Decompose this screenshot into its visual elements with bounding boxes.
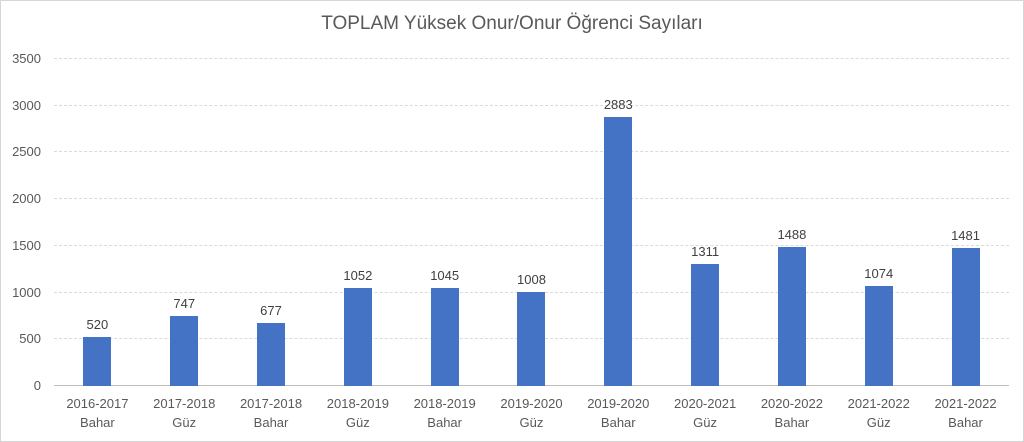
- x-axis-category-label: 2018-2019 Bahar: [413, 396, 476, 430]
- bar-value-label: 1488: [777, 226, 807, 242]
- gridline: [54, 58, 1009, 59]
- bar-slot: 1074: [835, 59, 922, 386]
- bar-value-label: 677: [260, 302, 282, 318]
- bar-slot: 1008: [488, 59, 575, 386]
- bar-slot: 677: [228, 59, 315, 386]
- bars-row: 520 747 677 1052 1045 1008 2883 1311 1488 1074 148…: [54, 59, 1009, 386]
- x-axis-category-label: 2016-2017 Bahar: [66, 396, 129, 430]
- bar: [517, 291, 546, 386]
- x-axis-category-label: 2019-2020 Bahar: [587, 396, 650, 430]
- bar-slot: 1311: [662, 59, 749, 386]
- y-axis-tick-label: 3000: [12, 97, 41, 113]
- bar: [430, 288, 459, 386]
- bar-slot: 1481: [922, 59, 1009, 386]
- bar-value-label: 1052: [343, 267, 373, 283]
- bar: [257, 322, 286, 386]
- bar: [604, 116, 633, 386]
- gridline: [54, 198, 1009, 200]
- y-axis: 0 500 1000 1500 2000 2500 3000 3500: [1, 51, 41, 393]
- bar: [777, 246, 806, 386]
- bar-value-label: 1045: [430, 268, 460, 284]
- x-axis-category-label: 2018-2019 Güz: [326, 396, 389, 430]
- x-axis-category-label: 2019-2020 Güz: [500, 396, 563, 430]
- bar: [83, 337, 112, 386]
- x-axis-category-label: 2017-2018 Bahar: [239, 396, 303, 430]
- bar: [170, 316, 199, 386]
- bar: [951, 247, 980, 386]
- bar: [343, 287, 372, 386]
- bar-value-label: 2883: [603, 96, 633, 112]
- bar-value-label: 1311: [691, 243, 720, 259]
- gridline: [54, 151, 1009, 153]
- y-axis-tick-label: 500: [19, 331, 41, 347]
- x-axis-category-label: 2017-2018 Güz: [153, 396, 216, 430]
- bar-value-label: 1074: [864, 265, 894, 281]
- chart-title: TOPLAM Yüksek Onur/Onur Öğrenci Sayıları: [321, 13, 703, 34]
- y-axis-tick-label: 2000: [12, 191, 41, 207]
- gridline: [54, 104, 1009, 106]
- bar-value-label: 747: [173, 296, 196, 312]
- x-axis-category-label: 2020-2022 Bahar: [760, 396, 823, 430]
- x-axis-category-label: 2021-2022 Güz: [847, 396, 910, 430]
- plot-area: 520 747 677 1052 1045 1008 2883 1311 1488 1074 148…: [54, 58, 1009, 386]
- bar-value-label: 1481: [951, 227, 980, 243]
- bar: [691, 263, 720, 386]
- y-axis-tick-label: 0: [33, 378, 41, 393]
- x-axis: 2016-2017 Bahar 2017-2018 Güz 2017-2018 Bahar…: [54, 394, 1009, 432]
- bar-slot: 1488: [749, 59, 836, 386]
- y-axis-tick-label: 1500: [12, 237, 41, 253]
- bar-slot: 2883: [575, 59, 662, 386]
- y-axis-tick-label: 1000: [12, 284, 41, 300]
- y-axis-tick-label: 2500: [12, 144, 41, 160]
- bar-slot: 520: [54, 59, 141, 386]
- bar-slot: 1045: [401, 59, 488, 386]
- y-axis-tick-label: 3500: [12, 51, 41, 66]
- bar-slot: 1052: [314, 59, 401, 386]
- bar-value-label: 520: [86, 317, 109, 333]
- x-axis-category-label: 2020-2021 Güz: [674, 396, 737, 430]
- bar-slot: 747: [141, 59, 228, 386]
- gridline: [54, 244, 1009, 246]
- bar-value-label: 1008: [517, 271, 546, 287]
- x-axis-category-label: 2021-2022 Bahar: [934, 396, 997, 430]
- bar: [864, 285, 893, 386]
